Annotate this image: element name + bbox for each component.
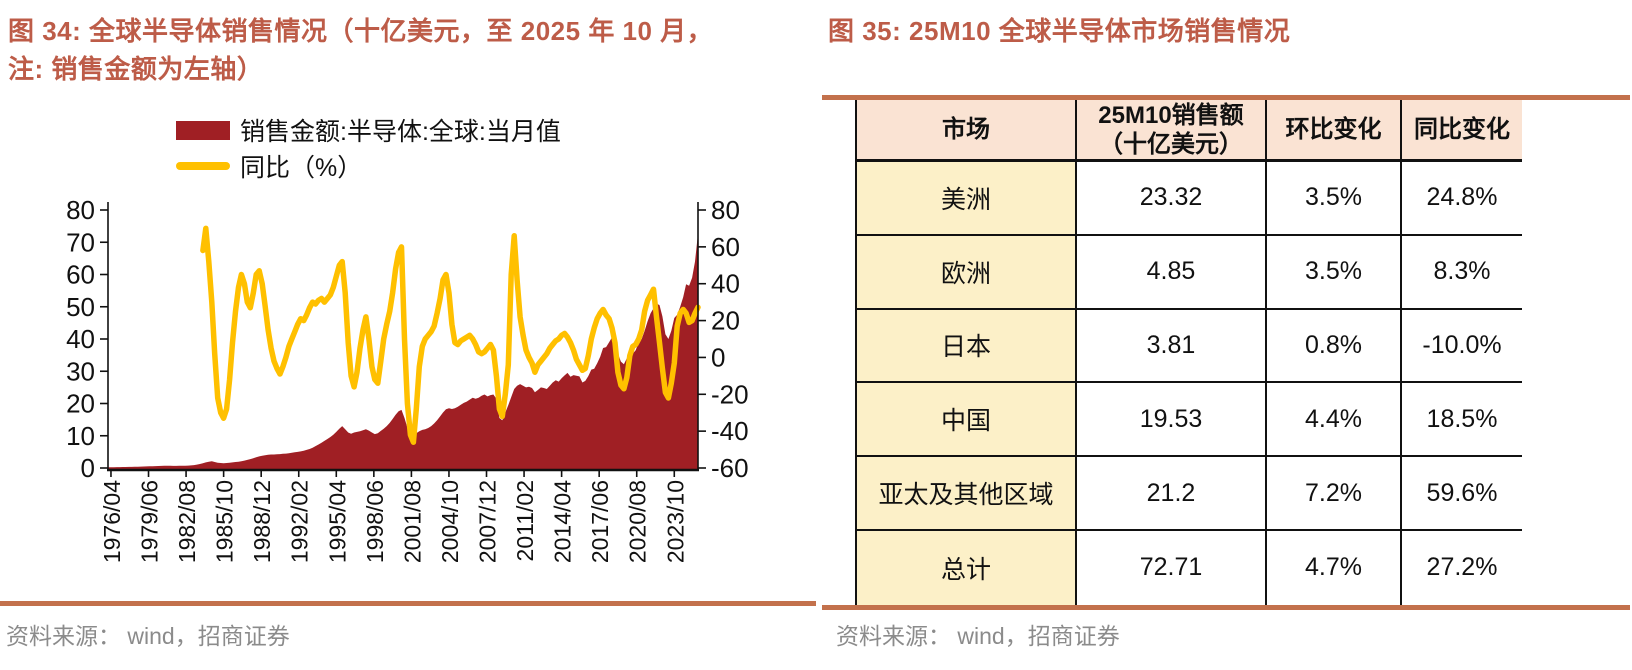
figure-34-title-line1: 图 34: 全球半导体销售情况（十亿美元，至 2025 年 10 月，: [8, 16, 714, 46]
left-figure-bottom-rule: [0, 601, 816, 606]
table-value-cell: -10.0%: [1402, 309, 1522, 384]
left-axis-tick-label: 60: [66, 260, 95, 290]
right-axis-tick-label: 20: [711, 306, 740, 336]
x-axis-tick-label: 2023/10: [662, 480, 688, 563]
right-axis-tick-label: -20: [711, 379, 749, 409]
chart-legend: 销售金额:半导体:全球:当月值 同比（%）: [176, 112, 561, 184]
table-row-label: 中国: [857, 383, 1077, 458]
table-value-cell: 4.7%: [1267, 530, 1402, 605]
table-top-rule: [822, 95, 1630, 100]
table-row-label: 亚太及其他区域: [857, 457, 1077, 531]
table-value-cell: 4.85: [1077, 235, 1267, 310]
table-value-cell: 3.81: [1077, 309, 1267, 384]
table-value-cell: 59.6%: [1402, 457, 1522, 531]
table-bottom-rule: [822, 605, 1630, 610]
x-axis-tick-label: 1995/04: [324, 480, 350, 563]
table-value-cell: 18.5%: [1402, 383, 1522, 458]
sales-area-swatch-icon: [176, 120, 230, 140]
yoy-line-swatch-icon: [176, 162, 230, 170]
left-axis-tick-label: 50: [66, 292, 95, 322]
legend-sales-label: 销售金额:半导体:全球:当月值: [240, 118, 561, 146]
right-axis-tick-label: -40: [711, 416, 749, 446]
x-axis-tick-label: 1982/08: [174, 480, 200, 563]
table-value-cell: 24.8%: [1402, 162, 1522, 236]
table-value-cell: 27.2%: [1402, 530, 1522, 605]
x-axis-tick-label: 1979/06: [137, 480, 163, 563]
table-value-cell: 19.53: [1077, 383, 1267, 458]
x-axis-tick-label: 1976/04: [99, 480, 125, 563]
x-axis-tick-label: 1998/06: [362, 480, 388, 563]
sales-area-path: [108, 233, 698, 469]
table-header-cell: 环比变化: [1267, 100, 1402, 162]
table-value-cell: 3.5%: [1267, 162, 1402, 236]
x-axis-tick-label: 1988/12: [249, 480, 275, 563]
sales-chart-svg: 01020304050607080-60-40-200204060801976/…: [66, 195, 749, 563]
legend-item-sales: 销售金额:半导体:全球:当月值: [176, 112, 561, 148]
left-axis-tick-label: 20: [66, 389, 95, 419]
right-axis-tick-label: -60: [711, 453, 749, 483]
yoy-line-path: [200, 225, 701, 445]
x-axis-tick-label: 2007/12: [475, 480, 501, 563]
left-axis-tick-label: 70: [66, 227, 95, 257]
table-value-cell: 3.5%: [1267, 235, 1402, 310]
left-axis-tick-label: 80: [66, 195, 95, 225]
x-axis-tick-label: 1985/10: [212, 480, 238, 563]
x-axis-tick-label: 2017/06: [587, 480, 613, 563]
table-header-cell: 同比变化: [1402, 100, 1522, 162]
figure-35-title: 图 35: 25M10 全球半导体市场销售情况: [828, 16, 1291, 46]
market-table: 市场 25M10销售额 （十亿美元） 环比变化 同比变化美洲 23.32 3.5% 24.8%…: [855, 100, 1522, 605]
table-row-label: 日本: [857, 309, 1077, 384]
figure-34-title-line2: 注: 销售金额为左轴）: [8, 54, 264, 84]
legend-item-yoy: 同比（%）: [176, 148, 561, 184]
right-axis-tick-label: 80: [711, 195, 740, 225]
right-axis-tick-label: 0: [711, 342, 725, 372]
x-axis-tick-label: 2011/02: [512, 480, 538, 561]
table-header-cell: 25M10销售额 （十亿美元）: [1077, 100, 1267, 162]
left-axis-tick-label: 30: [66, 356, 95, 386]
table-value-cell: 23.32: [1077, 162, 1267, 236]
table-value-cell: 7.2%: [1267, 457, 1402, 531]
x-axis-tick-label: 2020/08: [625, 480, 651, 563]
left-axis-tick-label: 0: [81, 453, 95, 483]
table-row-label: 美洲: [857, 162, 1077, 236]
table-row-label: 总计: [857, 530, 1077, 605]
table-header-cell: 市场: [857, 100, 1077, 162]
table-value-cell: 8.3%: [1402, 235, 1522, 310]
table-row-label: 欧洲: [857, 235, 1077, 310]
table-value-cell: 4.4%: [1267, 383, 1402, 458]
legend-yoy-label: 同比（%）: [240, 154, 363, 182]
table-value-cell: 21.2: [1077, 457, 1267, 531]
x-axis-tick-label: 1992/02: [287, 480, 313, 563]
table-value-cell: 0.8%: [1267, 309, 1402, 384]
x-axis-tick-label: 2001/08: [399, 480, 425, 563]
right-axis-tick-label: 60: [711, 232, 740, 262]
x-axis-tick-label: 2004/10: [437, 480, 463, 563]
left-axis-tick-label: 10: [66, 421, 95, 451]
table-value-cell: 72.71: [1077, 530, 1267, 605]
left-axis-tick-label: 40: [66, 324, 95, 354]
figure-34-title: 图 34: 全球半导体销售情况（十亿美元，至 2025 年 10 月， 注: 销…: [8, 12, 808, 88]
right-axis-tick-label: 40: [711, 269, 740, 299]
right-source-note: 资料来源： wind，招商证券: [836, 623, 1120, 649]
left-source-note: 资料来源： wind，招商证券: [6, 623, 290, 649]
x-axis-tick-label: 2014/04: [550, 480, 576, 563]
